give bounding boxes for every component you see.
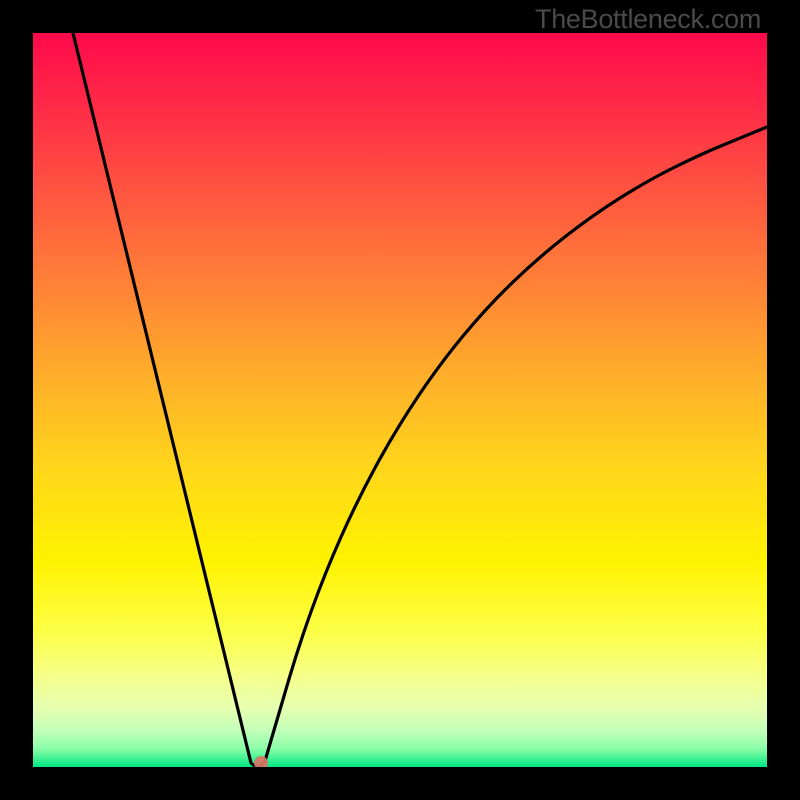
curve-layer xyxy=(33,33,767,767)
bottleneck-chart: TheBottleneck.com xyxy=(0,0,800,800)
plot-area xyxy=(33,33,767,767)
watermark-text: TheBottleneck.com xyxy=(535,4,761,35)
bottleneck-curve xyxy=(73,33,767,767)
